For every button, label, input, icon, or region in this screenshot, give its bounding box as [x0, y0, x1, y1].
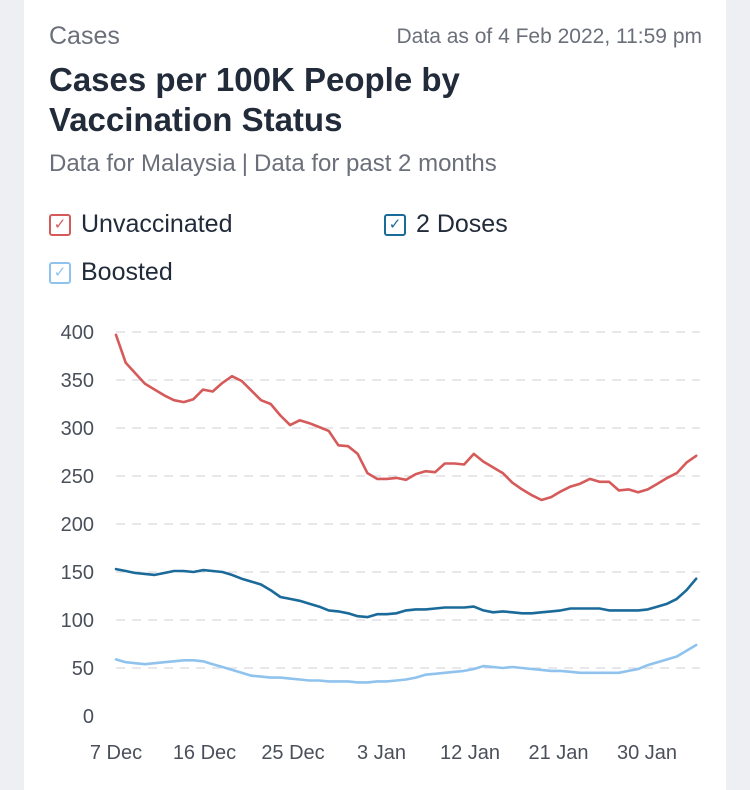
- y-tick-label: 150: [61, 562, 94, 584]
- y-tick-label: 200: [61, 514, 94, 536]
- x-tick-label: 25 Dec: [261, 742, 324, 764]
- section-label: Cases: [49, 22, 120, 50]
- x-tick-label: 16 Dec: [173, 742, 236, 764]
- x-tick-label: 21 Jan: [528, 742, 588, 764]
- y-tick-label: 350: [61, 370, 94, 392]
- y-tick-label: 400: [61, 322, 94, 344]
- series-line-boosted: [114, 643, 698, 684]
- checkbox-icon[interactable]: ✓: [49, 261, 71, 284]
- legend-toggle-unvaccinated[interactable]: ✓ Unvaccinated: [49, 210, 232, 239]
- y-tick-label: 300: [61, 418, 94, 440]
- legend-label: Unvaccinated: [81, 210, 233, 238]
- x-tick-label: 12 Jan: [440, 742, 500, 764]
- chart-subtitle: Data for Malaysia | Data for past 2 months: [49, 150, 497, 178]
- subtitle-place: Data for Malaysia: [49, 150, 236, 177]
- legend-label: 2 Doses: [416, 210, 508, 238]
- legend-label: Boosted: [81, 258, 173, 286]
- chart-card: Cases Data as of 4 Feb 2022, 11:59 pm Ca…: [24, 0, 726, 790]
- x-tick-label: 3 Jan: [357, 742, 406, 764]
- x-tick-label: 30 Jan: [617, 742, 677, 764]
- y-tick-label: 100: [61, 610, 94, 632]
- checkbox-icon[interactable]: ✓: [49, 213, 71, 236]
- series-line-2-doses: [114, 567, 698, 619]
- y-tick-label: 250: [61, 466, 94, 488]
- series-line-unvaccinated: [114, 333, 698, 502]
- x-tick-label: 7 Dec: [90, 742, 142, 764]
- y-tick-label: 0: [83, 706, 94, 728]
- legend-toggle-boosted[interactable]: ✓ Boosted: [49, 258, 173, 287]
- legend-toggle-2-doses[interactable]: ✓ 2 Doses: [384, 210, 508, 239]
- line-chart: 0 50 100 150 200 250 300 350 400 7 Dec 16 Dec 25 De…: [61, 322, 700, 764]
- subtitle-separator: |: [241, 150, 248, 177]
- data-timestamp: Data as of 4 Feb 2022, 11:59 pm: [396, 25, 702, 48]
- checkbox-icon[interactable]: ✓: [384, 213, 406, 236]
- chart-title: Cases per 100K People by Vaccination Sta…: [49, 61, 460, 138]
- y-tick-label: 50: [72, 658, 94, 680]
- subtitle-period: Data for past 2 months: [253, 150, 497, 177]
